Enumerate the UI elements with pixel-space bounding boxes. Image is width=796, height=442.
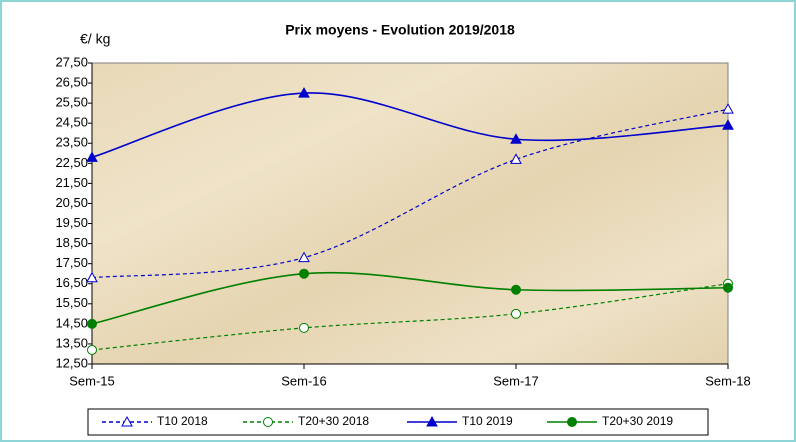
marker <box>510 133 522 144</box>
legend-marker <box>263 417 273 427</box>
legend-label: T10 2019 <box>462 414 513 428</box>
marker <box>722 119 734 130</box>
x-tick-label: Sem-15 <box>69 373 115 388</box>
legend-marker <box>567 417 577 427</box>
marker <box>86 271 98 283</box>
y-tick-label: 14,50 <box>55 315 88 330</box>
y-axis-label: €/ kg <box>80 31 110 47</box>
y-tick-label: 16,50 <box>55 275 88 290</box>
marker <box>86 151 98 162</box>
series-line <box>91 271 729 325</box>
marker <box>510 153 522 164</box>
y-tick-label: 21,50 <box>55 175 88 190</box>
marker <box>722 103 734 114</box>
series-line <box>91 108 729 279</box>
chart-title: Prix moyens - Evolution 2019/2018 <box>285 22 515 38</box>
legend-marker <box>426 415 438 427</box>
marker <box>299 322 309 333</box>
marker <box>87 318 97 329</box>
series-line <box>91 92 729 159</box>
marker <box>723 282 733 293</box>
y-tick-label: 17,50 <box>55 255 88 270</box>
y-tick-label: 15,50 <box>55 295 88 310</box>
legend <box>87 408 709 436</box>
y-tick-label: 18,50 <box>55 235 88 250</box>
series-line <box>91 283 729 351</box>
legend-marker <box>121 415 133 427</box>
legend-label: T20+30 2019 <box>602 414 673 428</box>
y-tick-label: 25,50 <box>55 95 88 110</box>
marker <box>299 268 309 279</box>
y-tick-label: 24,50 <box>55 115 88 130</box>
y-tick-label: 12,50 <box>55 355 88 370</box>
legend-label: T10 2018 <box>157 414 208 428</box>
y-tick-label: 13,50 <box>55 335 88 350</box>
marker <box>298 87 310 98</box>
x-tick-label: Sem-16 <box>281 373 327 388</box>
marker <box>87 344 97 355</box>
marker <box>511 308 521 319</box>
y-tick-label: 20,50 <box>55 195 88 210</box>
marker <box>511 284 521 295</box>
legend-label: T20+30 2018 <box>298 414 369 428</box>
y-tick-label: 23,50 <box>55 135 88 150</box>
y-tick-label: 22,50 <box>55 155 88 170</box>
y-tick-label: 26,50 <box>55 75 88 90</box>
y-tick-label: 19,50 <box>55 215 88 230</box>
y-tick-label: 27,50 <box>55 54 88 69</box>
marker <box>298 251 310 263</box>
plot-area <box>91 62 729 365</box>
x-tick-label: Sem-18 <box>705 373 751 388</box>
x-tick-label: Sem-17 <box>493 373 539 388</box>
